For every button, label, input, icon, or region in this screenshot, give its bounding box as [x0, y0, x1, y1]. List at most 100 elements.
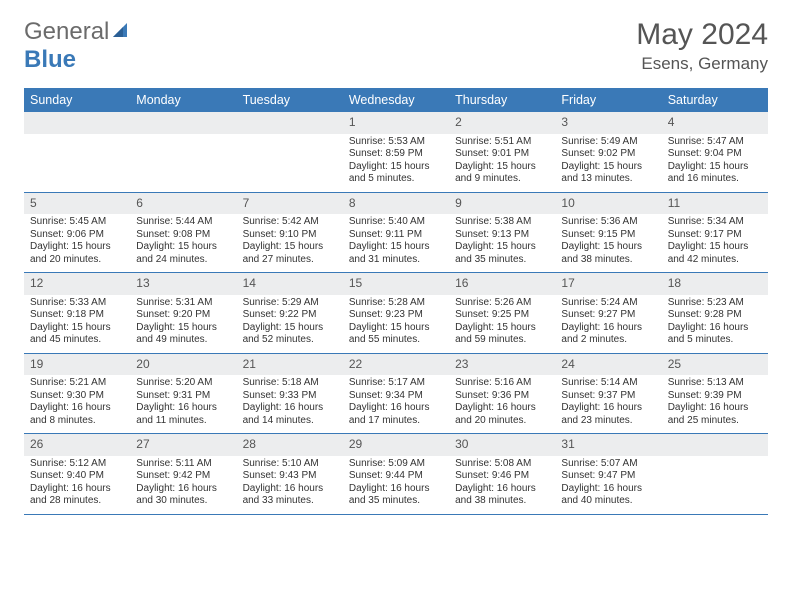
day-body: Sunrise: 5:31 AMSunset: 9:20 PMDaylight:… — [130, 295, 236, 353]
sunset-text: Sunset: 9:06 PM — [30, 229, 124, 242]
sunrise-text: Sunrise: 5:14 AM — [561, 377, 655, 390]
sunrise-text: Sunrise: 5:47 AM — [668, 136, 762, 149]
daynum-row — [24, 112, 130, 134]
sunset-text: Sunset: 9:20 PM — [136, 309, 230, 322]
day-cell: 6Sunrise: 5:44 AMSunset: 9:08 PMDaylight… — [130, 193, 236, 273]
daylight-text: Daylight: 16 hours and 11 minutes. — [136, 402, 230, 427]
calendar-grid: Sunday Monday Tuesday Wednesday Thursday… — [24, 88, 768, 515]
daylight-text: Daylight: 15 hours and 55 minutes. — [349, 322, 443, 347]
daynum-row: 14 — [237, 273, 343, 295]
brand-text: GeneralBlue — [24, 18, 131, 74]
brand-part2: Blue — [24, 46, 76, 73]
day-number: 8 — [349, 196, 356, 210]
day-body: Sunrise: 5:49 AMSunset: 9:02 PMDaylight:… — [555, 134, 661, 192]
daylight-text: Daylight: 16 hours and 38 minutes. — [455, 483, 549, 508]
sunset-text: Sunset: 9:10 PM — [243, 229, 337, 242]
day-number: 3 — [561, 115, 568, 129]
day-cell: 4Sunrise: 5:47 AMSunset: 9:04 PMDaylight… — [662, 112, 768, 192]
day-number: 21 — [243, 357, 256, 371]
day-cell: 14Sunrise: 5:29 AMSunset: 9:22 PMDayligh… — [237, 273, 343, 353]
day-cell — [237, 112, 343, 192]
day-cell: 3 Sunrise: 5:49 AMSunset: 9:02 PMDaylight… — [555, 112, 661, 192]
sunrise-text: Sunrise: 5:34 AM — [668, 216, 762, 229]
daynum-row: 5 — [24, 193, 130, 215]
daynum-row: 31 — [555, 434, 661, 456]
day-number: 1 — [349, 115, 356, 129]
daylight-text: Daylight: 15 hours and 5 minutes. — [349, 161, 443, 186]
sunset-text: Sunset: 9:37 PM — [561, 390, 655, 403]
day-body: Sunrise: 5:14 AMSunset: 9:37 PMDaylight:… — [555, 375, 661, 433]
daynum-row: 1 — [343, 112, 449, 134]
day-body — [662, 456, 768, 477]
day-cell: 11Sunrise: 5:34 AMSunset: 9:17 PMDayligh… — [662, 193, 768, 273]
sunrise-text: Sunrise: 5:18 AM — [243, 377, 337, 390]
sunrise-text: Sunrise: 5:38 AM — [455, 216, 549, 229]
daylight-text: Daylight: 15 hours and 31 minutes. — [349, 241, 443, 266]
sunset-text: Sunset: 9:36 PM — [455, 390, 549, 403]
title-block: May 2024 Esens, Germany — [636, 18, 768, 74]
weekday-header: Friday — [555, 88, 661, 112]
sunset-text: Sunset: 9:23 PM — [349, 309, 443, 322]
day-number: 26 — [30, 437, 43, 451]
day-number: 15 — [349, 276, 362, 290]
day-number: 18 — [668, 276, 681, 290]
day-body: Sunrise: 5:40 AMSunset: 9:11 PMDaylight:… — [343, 214, 449, 272]
day-body: Sunrise: 5:16 AMSunset: 9:36 PMDaylight:… — [449, 375, 555, 433]
daylight-text: Daylight: 16 hours and 17 minutes. — [349, 402, 443, 427]
daylight-text: Daylight: 16 hours and 35 minutes. — [349, 483, 443, 508]
day-body: Sunrise: 5:11 AMSunset: 9:42 PMDaylight:… — [130, 456, 236, 514]
sunset-text: Sunset: 9:40 PM — [30, 470, 124, 483]
day-number: 24 — [561, 357, 574, 371]
day-body: Sunrise: 5:21 AMSunset: 9:30 PMDaylight:… — [24, 375, 130, 433]
day-cell: 20Sunrise: 5:20 AMSunset: 9:31 PMDayligh… — [130, 354, 236, 434]
day-body: Sunrise: 5:45 AMSunset: 9:06 PMDaylight:… — [24, 214, 130, 272]
day-body: Sunrise: 5:18 AMSunset: 9:33 PMDaylight:… — [237, 375, 343, 433]
sunrise-text: Sunrise: 5:13 AM — [668, 377, 762, 390]
day-number: 2 — [455, 115, 462, 129]
sunrise-text: Sunrise: 5:49 AM — [561, 136, 655, 149]
day-body: Sunrise: 5:08 AMSunset: 9:46 PMDaylight:… — [449, 456, 555, 514]
sunrise-text: Sunrise: 5:17 AM — [349, 377, 443, 390]
daynum-row: 19 — [24, 354, 130, 376]
day-number — [243, 115, 246, 129]
sunrise-text: Sunrise: 5:44 AM — [136, 216, 230, 229]
daynum-row: 25 — [662, 354, 768, 376]
sunrise-text: Sunrise: 5:51 AM — [455, 136, 549, 149]
daylight-text: Daylight: 15 hours and 27 minutes. — [243, 241, 337, 266]
day-cell: 7Sunrise: 5:42 AMSunset: 9:10 PMDaylight… — [237, 193, 343, 273]
day-body: Sunrise: 5:09 AMSunset: 9:44 PMDaylight:… — [343, 456, 449, 514]
weekday-header-row: Sunday Monday Tuesday Wednesday Thursday… — [24, 88, 768, 112]
daynum-row: 23 — [449, 354, 555, 376]
day-cell: 28Sunrise: 5:10 AMSunset: 9:43 PMDayligh… — [237, 434, 343, 514]
daylight-text: Daylight: 15 hours and 59 minutes. — [455, 322, 549, 347]
daylight-text: Daylight: 15 hours and 24 minutes. — [136, 241, 230, 266]
sunrise-text: Sunrise: 5:28 AM — [349, 297, 443, 310]
day-number: 17 — [561, 276, 574, 290]
weekday-header: Monday — [130, 88, 236, 112]
day-body: Sunrise: 5:36 AMSunset: 9:15 PMDaylight:… — [555, 214, 661, 272]
day-body: Sunrise: 5:38 AMSunset: 9:13 PMDaylight:… — [449, 214, 555, 272]
sunrise-text: Sunrise: 5:24 AM — [561, 297, 655, 310]
day-body — [130, 134, 236, 155]
weekday-header: Thursday — [449, 88, 555, 112]
day-cell: 29Sunrise: 5:09 AMSunset: 9:44 PMDayligh… — [343, 434, 449, 514]
sunrise-text: Sunrise: 5:45 AM — [30, 216, 124, 229]
day-number: 28 — [243, 437, 256, 451]
day-number: 13 — [136, 276, 149, 290]
day-cell: 5Sunrise: 5:45 AMSunset: 9:06 PMDaylight… — [24, 193, 130, 273]
day-cell: 13 Sunrise: 5:31 AMSunset: 9:20 PMDayligh… — [130, 273, 236, 353]
day-body: Sunrise: 5:13 AMSunset: 9:39 PMDaylight:… — [662, 375, 768, 433]
day-number: 16 — [455, 276, 468, 290]
sunrise-text: Sunrise: 5:07 AM — [561, 458, 655, 471]
sunset-text: Sunset: 9:25 PM — [455, 309, 549, 322]
daynum-row: 17 — [555, 273, 661, 295]
day-cell: 2Sunrise: 5:51 AMSunset: 9:01 PMDaylight… — [449, 112, 555, 192]
day-body — [237, 134, 343, 155]
day-cell — [130, 112, 236, 192]
day-number: 9 — [455, 196, 462, 210]
daynum-row — [662, 434, 768, 456]
sunset-text: Sunset: 9:18 PM — [30, 309, 124, 322]
day-body: Sunrise: 5:17 AMSunset: 9:34 PMDaylight:… — [343, 375, 449, 433]
sunrise-text: Sunrise: 5:21 AM — [30, 377, 124, 390]
sunrise-text: Sunrise: 5:26 AM — [455, 297, 549, 310]
